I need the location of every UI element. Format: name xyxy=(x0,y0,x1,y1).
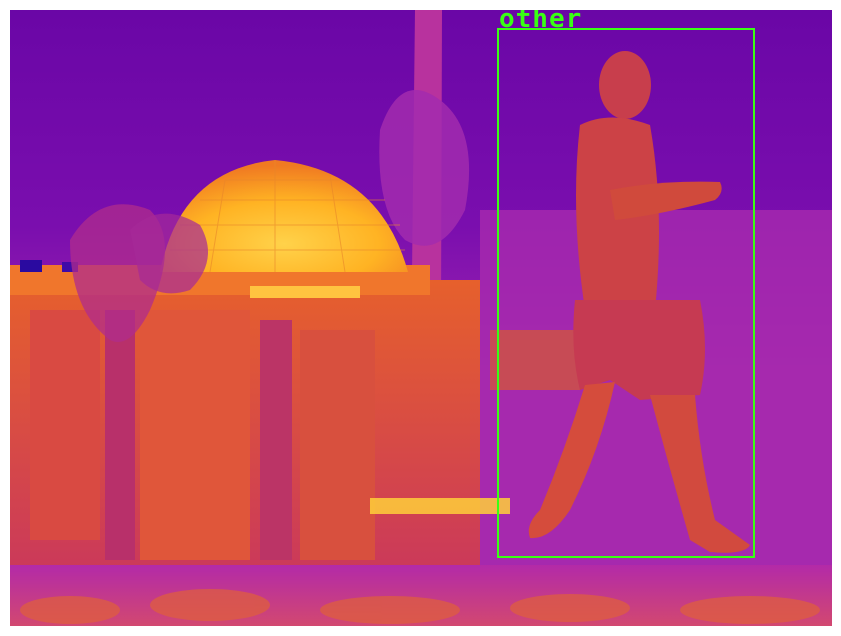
person-head xyxy=(599,51,651,119)
dome xyxy=(160,160,408,272)
bench xyxy=(490,330,580,390)
pillar-dark xyxy=(105,310,135,560)
thermal-image-frame: other xyxy=(10,10,832,626)
tree xyxy=(130,213,208,294)
pillar xyxy=(30,310,100,540)
cold-window xyxy=(20,260,42,272)
tree-canopy xyxy=(379,90,470,246)
person-arm xyxy=(610,181,722,220)
detection-box xyxy=(497,28,755,558)
person-shorts xyxy=(573,300,705,400)
ledge-highlight xyxy=(250,286,360,298)
pillar xyxy=(140,310,250,560)
detection-label: other xyxy=(499,10,583,34)
person-leg-left xyxy=(528,382,615,539)
pillar-dark xyxy=(260,320,292,560)
hot-strip xyxy=(370,498,510,514)
person xyxy=(528,51,750,553)
foreground-plants xyxy=(20,589,820,624)
pillar xyxy=(300,330,375,560)
dome-grid xyxy=(170,160,405,273)
cold-window-2 xyxy=(62,262,78,272)
person-leg-right xyxy=(650,395,750,553)
thermal-scene xyxy=(10,10,832,626)
